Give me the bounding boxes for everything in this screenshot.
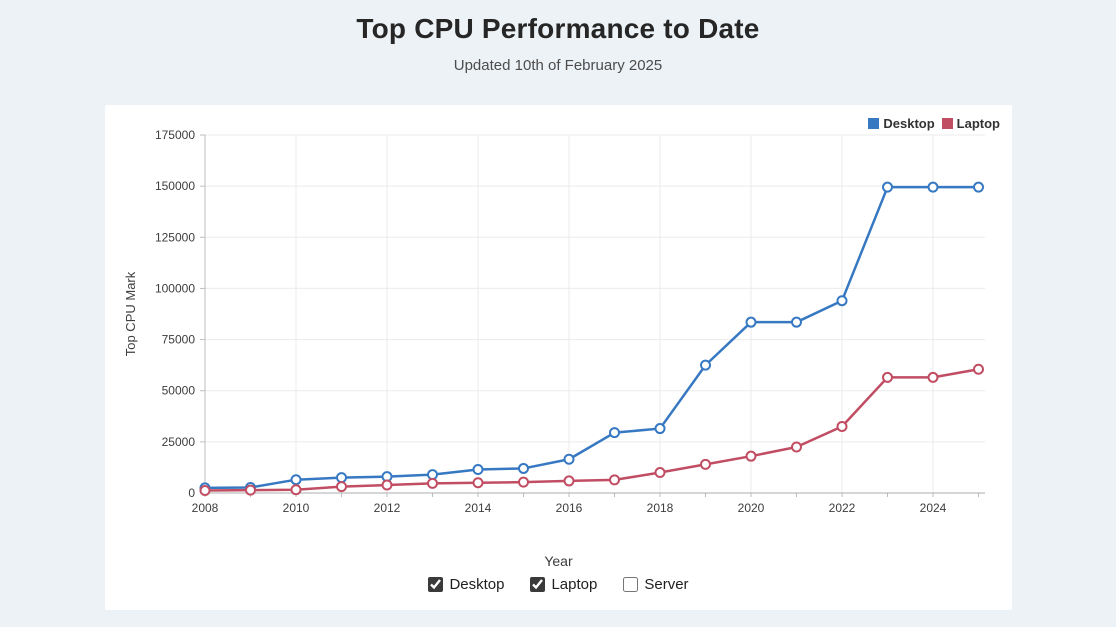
legend-label-laptop: Laptop [956, 116, 1000, 131]
legend-item-desktop[interactable]: Desktop [868, 116, 935, 131]
data-point-desktop-2021[interactable] [791, 316, 802, 328]
data-point-desktop-2016[interactable] [563, 453, 575, 465]
data-point-laptop-2011[interactable] [336, 481, 347, 493]
chart-legend: Desktop Laptop [868, 116, 1000, 131]
data-point-laptop-2012[interactable] [381, 479, 393, 491]
data-point-laptop-2013[interactable] [427, 477, 438, 489]
checkbox-laptop[interactable] [530, 577, 546, 592]
x-tick-label: 2024 [920, 501, 947, 515]
data-point-desktop-2020[interactable] [745, 316, 757, 328]
x-tick-label: 2018 [647, 501, 674, 515]
series-toggle-row: Desktop Laptop Server [105, 576, 1012, 593]
data-point-desktop-2024[interactable] [927, 181, 939, 193]
data-point-laptop-2024[interactable] [927, 371, 939, 383]
chart-card: Top CPU Mark 0 25000 50000 75000 100000 12500… [105, 105, 1012, 610]
x-tick-label: 2010 [283, 501, 310, 515]
data-point-laptop-2016[interactable] [563, 475, 575, 487]
y-tick-label: 50000 [162, 384, 196, 398]
x-tick-label: 2008 [192, 501, 219, 515]
data-point-laptop-2014[interactable] [472, 477, 484, 489]
y-tick-label: 150000 [155, 179, 195, 193]
legend-item-laptop[interactable]: Laptop [941, 116, 1000, 131]
checkbox-item-server[interactable]: Server [623, 576, 689, 593]
checkbox-label-server: Server [644, 576, 689, 593]
data-point-desktop-2025[interactable] [973, 181, 984, 193]
page-header: Top CPU Performance to Date Updated 10th… [0, 0, 1116, 74]
legend-swatch-laptop [941, 118, 953, 129]
data-point-desktop-2017[interactable] [609, 427, 620, 439]
data-point-laptop-2010[interactable] [290, 484, 302, 496]
page-title: Top CPU Performance to Date [356, 13, 760, 44]
x-tick-label: 2012 [374, 501, 401, 515]
data-point-laptop-2022[interactable] [836, 421, 848, 433]
line-chart[interactable]: Top CPU Mark 0 25000 50000 75000 100000 12500… [105, 105, 1012, 535]
x-tick-label: 2014 [465, 501, 492, 515]
legend-label-desktop: Desktop [883, 116, 935, 131]
checkbox-item-desktop[interactable]: Desktop [428, 576, 504, 593]
data-point-laptop-2018[interactable] [654, 467, 666, 479]
data-point-desktop-2018[interactable] [654, 423, 666, 435]
data-point-desktop-2014[interactable] [472, 463, 484, 475]
checkbox-server[interactable] [623, 577, 639, 592]
y-axis-title: Top CPU Mark [123, 271, 138, 356]
data-point-desktop-2022[interactable] [836, 295, 848, 307]
data-point-laptop-2020[interactable] [745, 450, 757, 462]
data-point-laptop-2023[interactable] [882, 371, 893, 383]
x-axis-title: Year [544, 553, 573, 569]
y-tick-label: 125000 [155, 230, 195, 244]
y-tick-label: 75000 [162, 333, 196, 347]
checkbox-label-desktop: Desktop [449, 576, 505, 593]
data-point-laptop-2015[interactable] [518, 476, 529, 488]
page-subtitle: Updated 10th of February 2025 [453, 57, 663, 74]
data-point-laptop-2009[interactable] [245, 484, 256, 496]
data-point-laptop-2025[interactable] [973, 363, 984, 375]
y-tick-label: 175000 [155, 128, 195, 142]
data-point-laptop-2019[interactable] [700, 458, 711, 470]
series-line-laptop [203, 367, 980, 492]
data-point-laptop-2017[interactable] [609, 474, 620, 486]
data-point-desktop-2013[interactable] [427, 469, 438, 481]
data-point-desktop-2015[interactable] [518, 462, 529, 474]
x-tick-label: 2020 [738, 501, 765, 515]
checkbox-label-laptop: Laptop [551, 576, 598, 593]
data-point-desktop-2023[interactable] [882, 181, 893, 193]
y-tick-label: 25000 [162, 435, 196, 449]
data-point-desktop-2019[interactable] [700, 359, 711, 371]
x-tick-label: 2016 [556, 501, 583, 515]
series-line-desktop [203, 185, 980, 490]
legend-swatch-desktop [868, 118, 880, 129]
data-point-laptop-2021[interactable] [791, 441, 802, 453]
data-point-desktop-2011[interactable] [336, 472, 347, 484]
checkbox-item-laptop[interactable]: Laptop [530, 576, 597, 593]
y-tick-label: 100000 [155, 281, 195, 295]
y-tick-label: 0 [188, 486, 195, 500]
checkbox-desktop[interactable] [428, 577, 444, 592]
x-tick-label: 2022 [829, 501, 856, 515]
data-point-desktop-2010[interactable] [290, 474, 302, 486]
data-point-laptop-2008[interactable] [199, 485, 211, 497]
